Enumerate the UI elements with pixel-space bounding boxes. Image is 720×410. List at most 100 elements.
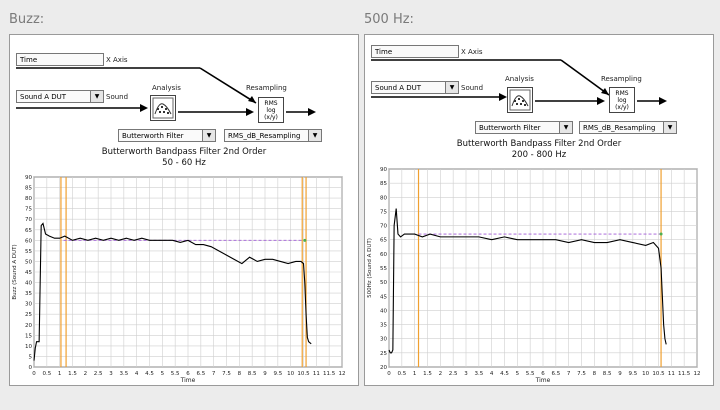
x-tick-label: 5.5	[171, 371, 180, 377]
dropdown-arrow-icon[interactable]: ▼	[202, 130, 215, 141]
dropdown-arrow-icon[interactable]: ▼	[445, 82, 458, 93]
x-tick-label: 7	[212, 371, 216, 377]
x-tick-label: 3	[464, 371, 468, 377]
x-tick-label: 11	[313, 371, 320, 377]
filter-select-value: Butterworth Filter	[122, 132, 184, 140]
panel-buzz: Time X Axis Sound A DUT ▼ Sound Analysis…	[9, 34, 359, 386]
y-tick-label: 80	[380, 195, 387, 201]
series-line	[388, 208, 667, 354]
y-tick-label: 10	[25, 344, 32, 350]
sound-select-value: Sound A DUT	[20, 93, 67, 101]
x-tick-label: 4	[490, 371, 494, 377]
x-tick-label: 10	[287, 371, 294, 377]
x-tick-label: 6	[541, 371, 545, 377]
y-tick-label: 60	[380, 252, 387, 258]
filter-range: 200 - 800 Hz	[511, 150, 567, 160]
x-tick-label: 11	[668, 371, 675, 377]
x-tick-label: 1	[413, 371, 417, 377]
x-tick-label: 11.5	[678, 371, 691, 377]
y-tick-label: 55	[25, 249, 32, 255]
x-tick-label: 3.5	[474, 371, 483, 377]
x-axis-title: Time	[535, 377, 551, 383]
x-tick-label: 8	[238, 371, 242, 377]
y-tick-label: 70	[380, 224, 387, 230]
y-tick-label: 40	[380, 308, 387, 314]
time-field[interactable]: Time	[371, 45, 459, 58]
analysis-label: Analysis	[152, 84, 181, 92]
dropdown-arrow-icon[interactable]: ▼	[559, 122, 572, 133]
x-tick-label: 5.5	[526, 371, 535, 377]
x-tick-label: 7.5	[222, 371, 231, 377]
x-tick-label: 3	[109, 371, 113, 377]
y-axis-title: 500Hz (Sound A DUT)	[367, 238, 373, 298]
filter-select[interactable]: Butterworth Filter ▼	[475, 121, 573, 134]
x-tick-label: 4.5	[500, 371, 509, 377]
buzz-chart[interactable]: 0 0.5 1 1.5 2 2.5 3 3.5 4 4.5 5 5.5 6 6.5 7 7.5 8 8.5 9 9.5…	[10, 171, 356, 383]
resampling-select[interactable]: RMS_dB_Resampling ▼	[224, 129, 322, 142]
x-tick-label: 10.5	[652, 371, 665, 377]
x-tick-label: 4.5	[145, 371, 154, 377]
sound-label: Sound	[106, 93, 129, 101]
rms-block[interactable]: RMS log (x/y)	[609, 87, 635, 113]
x-tick-label: 5	[516, 371, 520, 377]
y-tick-label: 80	[25, 196, 32, 202]
x-tick-label: 9	[263, 371, 267, 377]
y-tick-label: 65	[25, 228, 32, 234]
y-tick-label: 45	[380, 294, 387, 300]
rms-line2: log	[266, 107, 276, 114]
resampling-label: Resampling	[601, 75, 642, 83]
x-tick-label: 6	[186, 371, 190, 377]
y-tick-label: 75	[380, 209, 387, 215]
dropdown-arrow-icon[interactable]: ▼	[90, 91, 103, 102]
dropdown-arrow-icon[interactable]: ▼	[663, 122, 676, 133]
x-tick-label: 11.5	[323, 371, 336, 377]
analysis-block[interactable]	[507, 87, 533, 113]
x-tick-label: 8.5	[603, 371, 612, 377]
section-label-500hz: 500 Hz:	[364, 12, 414, 27]
resampling-select[interactable]: RMS_dB_Resampling ▼	[579, 121, 677, 134]
y-tick-label: 30	[25, 302, 32, 308]
analysis-block[interactable]	[150, 95, 176, 121]
sound-label: Sound	[461, 84, 484, 92]
rms-line3: (x/y)	[615, 104, 629, 111]
reference-marker	[303, 238, 307, 242]
y-tick-label: 50	[25, 259, 32, 265]
rms-line1: RMS	[264, 100, 278, 107]
y-tick-label: 20	[25, 323, 32, 329]
y-tick-label: 0	[29, 365, 33, 371]
y-tick-label: 50	[380, 280, 387, 286]
sound-select[interactable]: Sound A DUT ▼	[371, 81, 459, 94]
block-diagram-wires	[371, 59, 667, 105]
panel-500hz: Time X Axis Sound A DUT ▼ Sound Analysis…	[364, 34, 714, 386]
x-tick-label: 10	[642, 371, 649, 377]
x-tick-label: 1.5	[423, 371, 432, 377]
sound-select[interactable]: Sound A DUT ▼	[16, 90, 104, 103]
filter-graph-icon	[152, 97, 174, 119]
rms-block[interactable]: RMS log (x/y)	[258, 97, 284, 123]
y-tick-label: 5	[29, 354, 33, 360]
rms-line1: RMS	[615, 90, 629, 97]
x-tick-label: 1	[58, 371, 62, 377]
x-tick-label: 5	[161, 371, 165, 377]
x-tick-label: 12	[339, 371, 346, 377]
y-axis-title: Buzz (Sound A DUT)	[12, 244, 18, 299]
y-tick-label: 25	[25, 312, 32, 318]
y-tick-label: 55	[380, 266, 387, 272]
y-tick-label: 85	[380, 181, 387, 187]
time-field[interactable]: Time	[16, 53, 104, 66]
y-tick-label: 70	[25, 217, 32, 223]
x-tick-label: 2.5	[449, 371, 458, 377]
x-tick-label: 1.5	[68, 371, 77, 377]
filter-select-value: Butterworth Filter	[479, 124, 541, 132]
series-line	[33, 222, 312, 361]
y-tick-label: 65	[380, 238, 387, 244]
x-tick-label: 0.5	[397, 371, 406, 377]
500hz-chart[interactable]: 0 0.5 1 1.5 2 2.5 3 3.5 4 4.5 5 5.5 6 6.5 7 7.5 8 8.5 9 9.5…	[365, 163, 711, 383]
y-tick-label: 85	[25, 186, 32, 192]
y-tick-label: 90	[380, 167, 387, 173]
filter-select[interactable]: Butterworth Filter ▼	[118, 129, 216, 142]
dropdown-arrow-icon[interactable]: ▼	[308, 130, 321, 141]
resampling-select-value: RMS_dB_Resampling	[583, 124, 656, 132]
x-axis-label: X Axis	[461, 48, 483, 56]
reference-marker	[659, 232, 663, 236]
